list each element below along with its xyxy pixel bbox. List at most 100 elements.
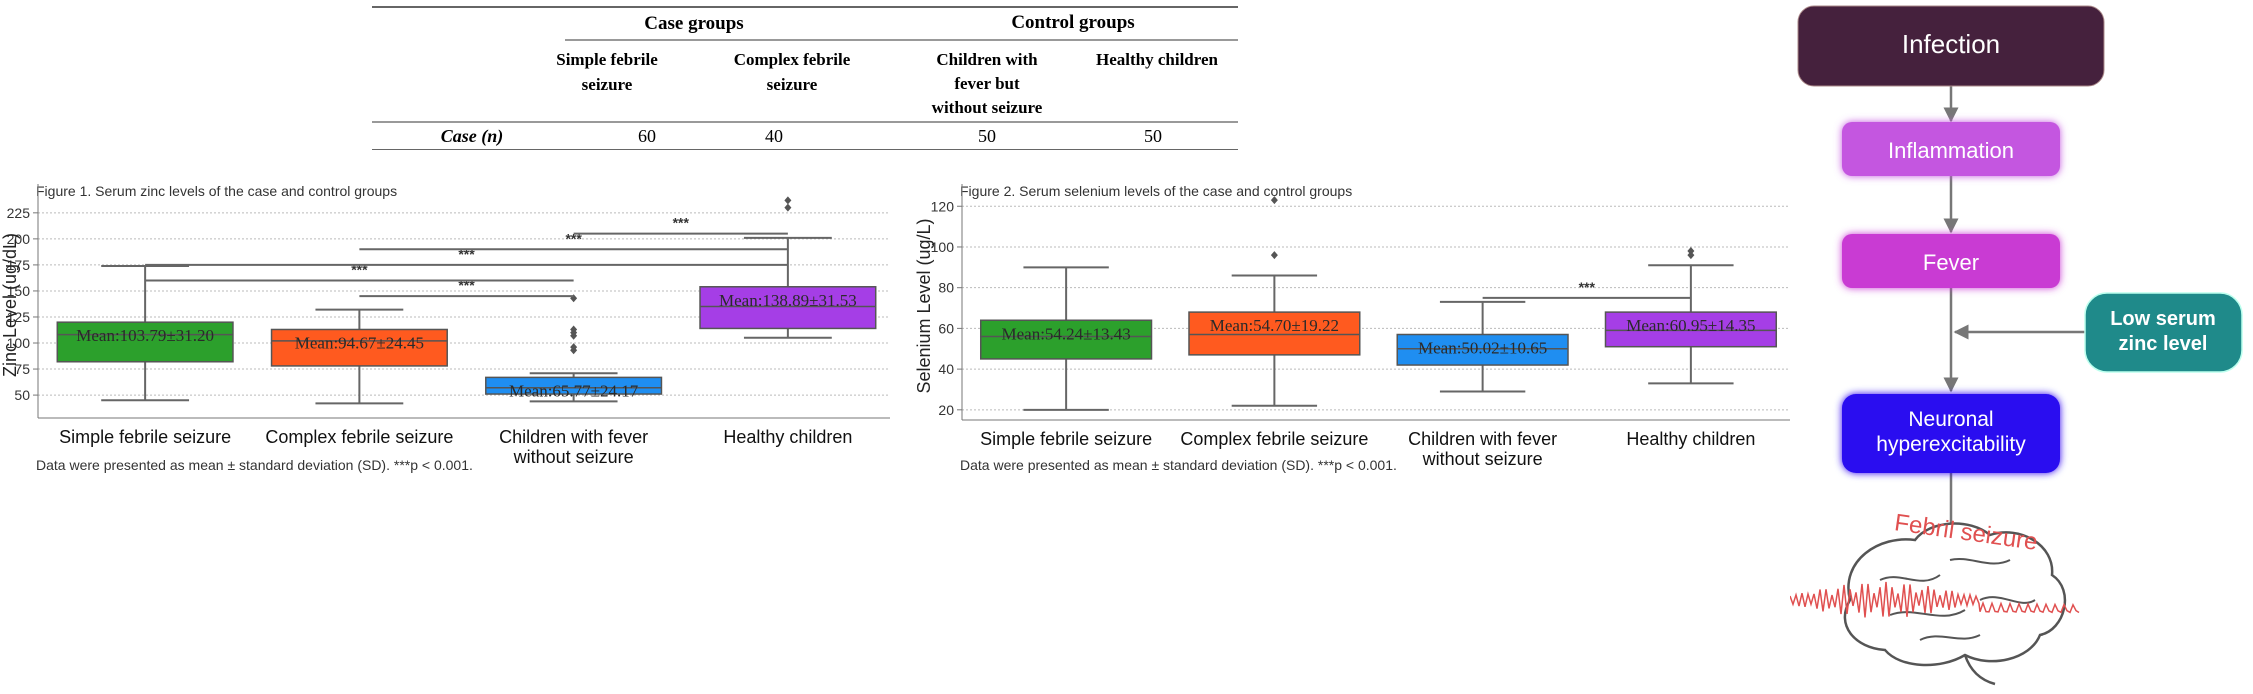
box-iqr: [1188, 311, 1361, 356]
box-iqr: [270, 328, 448, 367]
y-tick-label: 60: [938, 320, 954, 336]
box-iqr: [979, 319, 1153, 360]
outlier-point: [784, 203, 792, 212]
table-row-label: Case (n): [441, 126, 504, 147]
chart-title: Figure 2. Serum selenium levels of the c…: [960, 183, 1352, 199]
chart-title: Figure 1. Serum zinc levels of the case …: [36, 183, 397, 199]
node-low-zinc-label: Low serum: [2110, 308, 2216, 330]
pathway-flowchart: Infection Inflammation Fever Low serum z…: [1789, 0, 2253, 689]
box-group: Mean:54.70±19.22: [1188, 196, 1361, 407]
node-low-zinc-label: zinc level: [2119, 333, 2208, 355]
outlier-point: [1270, 251, 1278, 260]
outlier-point: [1687, 251, 1695, 260]
outlier-point: [570, 343, 578, 352]
node-fever: Fever: [1842, 234, 2060, 288]
zinc-boxplot-figure: Figure 1. Serum zinc levels of the case …: [0, 180, 895, 689]
chart-footnote: Data were presented as mean ± standard d…: [36, 457, 473, 473]
y-tick-label: 120: [931, 198, 955, 214]
table-col-header: Simple febrile: [556, 50, 658, 69]
y-tick-label: 175: [7, 257, 31, 273]
table-col-header: seizure: [767, 75, 818, 94]
mean-label: Mean:60.95±14.35: [1626, 316, 1755, 335]
y-tick-label: 100: [931, 239, 955, 255]
node-infection: Infection: [1797, 5, 2105, 87]
node-fever-label: Fever: [1923, 250, 1979, 275]
y-tick-label: 100: [7, 335, 31, 351]
table-col-header: without seizure: [932, 98, 1043, 117]
case-groups-header: Case groups: [644, 13, 743, 34]
outlier-point: [1687, 247, 1695, 256]
box-iqr: [1604, 311, 1778, 348]
mean-label: Mean:103.79±31.20: [76, 326, 214, 345]
node-infection-label: Infection: [1902, 29, 2000, 59]
table-cell: 60: [638, 126, 656, 146]
node-neuronal-label: hyperexcitability: [1876, 433, 2026, 456]
chart-footnote: Data were presented as mean ± standard d…: [960, 457, 1397, 473]
node-inflammation-label: Inflammation: [1888, 138, 2014, 163]
table-col-header: Healthy children: [1096, 50, 1219, 69]
table-col-header: Children with: [936, 50, 1038, 69]
box-iqr: [485, 376, 663, 395]
x-category-label: without seizure: [513, 447, 634, 467]
control-groups-header: Control groups: [1011, 12, 1134, 33]
box-group: Mean:94.67±24.45: [270, 308, 448, 405]
node-neuronal: Neuronal hyperexcitability: [1842, 394, 2060, 473]
x-category-label: Children with fever: [1408, 429, 1557, 449]
box-group: Mean:60.95±14.35: [1604, 247, 1778, 385]
box-iqr: [1396, 333, 1569, 366]
selenium-boxplot-figure: Figure 2. Serum selenium levels of the c…: [910, 180, 1795, 689]
y-tick-label: 50: [14, 387, 30, 403]
y-tick-label: 200: [7, 231, 31, 247]
y-axis-label: Zinc Level (ug/dL): [0, 233, 20, 377]
box-group: Mean:103.79±31.20: [56, 264, 234, 402]
mean-label: Mean:94.67±24.45: [295, 333, 424, 352]
y-axis-label: Selenium Level (ug/L): [914, 218, 934, 393]
y-tick-label: 125: [7, 309, 31, 325]
outlier-point: [784, 196, 792, 205]
brain-seizure-icon: Febril seizure: [1789, 509, 2080, 686]
x-category-label: Complex febrile seizure: [1180, 429, 1368, 449]
table-col-header: fever but: [954, 74, 1020, 93]
significance-label: ***: [673, 215, 690, 231]
box-group: Mean:54.24±13.43: [979, 266, 1153, 411]
zinc-boxplot: Figure 1. Serum zinc levels of the case …: [0, 183, 895, 473]
x-category-label: Healthy children: [723, 427, 852, 447]
x-category-label: Children with fever: [499, 427, 648, 447]
x-category-label: without seizure: [1422, 449, 1543, 469]
mean-label: Mean:50.02±10.65: [1418, 339, 1547, 358]
mean-label: Mean:65.77±24.17: [509, 381, 639, 400]
seizure-wave-icon: [1789, 581, 2080, 618]
x-category-label: Simple febrile seizure: [59, 427, 231, 447]
table-column-headers: Simple febrile seizure Complex febrile s…: [556, 50, 1218, 117]
table-cell: 50: [978, 126, 996, 146]
mean-label: Mean:54.24±13.43: [1001, 324, 1130, 343]
mean-label: Mean:138.89±31.53: [719, 291, 857, 310]
table-cell: 40: [765, 126, 783, 146]
significance-label: ***: [1579, 279, 1596, 295]
box-group: Mean:138.89±31.53: [699, 196, 877, 339]
mean-label: Mean:54.70±19.22: [1210, 316, 1339, 335]
x-category-label: Healthy children: [1626, 429, 1755, 449]
y-tick-label: 75: [14, 361, 30, 377]
outlier-point: [1270, 196, 1278, 205]
y-tick-label: 150: [7, 283, 31, 299]
case-count-table: Case groups Control groups Simple febril…: [372, 0, 1242, 150]
outlier-point: [570, 294, 578, 303]
y-tick-label: 20: [938, 402, 954, 418]
outlier-point: [570, 325, 578, 334]
box-iqr: [699, 286, 877, 330]
y-tick-label: 80: [938, 280, 954, 296]
box-group: Mean:65.77±24.17: [485, 294, 663, 403]
box-iqr: [56, 321, 234, 363]
table-col-header: seizure: [582, 75, 633, 94]
y-tick-label: 225: [7, 205, 31, 221]
node-inflammation: Inflammation: [1842, 122, 2060, 176]
node-neuronal-label: Neuronal: [1908, 408, 1993, 431]
y-tick-label: 40: [938, 361, 954, 377]
table-col-header: Complex febrile: [734, 50, 851, 69]
node-low-zinc: Low serum zinc level: [2084, 292, 2243, 373]
x-category-label: Complex febrile seizure: [265, 427, 453, 447]
selenium-boxplot: Figure 2. Serum selenium levels of the c…: [914, 183, 1795, 473]
table-cell: 50: [1144, 126, 1162, 146]
x-category-label: Simple febrile seizure: [980, 429, 1152, 449]
